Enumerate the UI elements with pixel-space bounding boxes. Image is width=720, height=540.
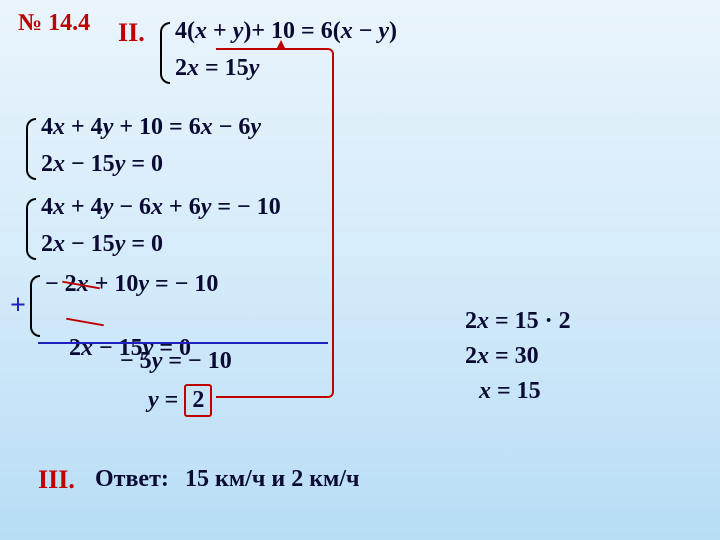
y-result-box: 2 [184, 384, 212, 417]
answer-label: Ответ: [95, 466, 169, 493]
section-2-label: II. [118, 18, 145, 48]
brace-2 [26, 118, 36, 180]
brace-1 [160, 22, 170, 84]
section-3-label: III. [38, 465, 75, 495]
sys1-eq1: 4(x + y)+ 10 = 6(x − y) [175, 18, 397, 45]
brace-3 [26, 198, 36, 260]
x-calc-3: x = 15 [479, 378, 541, 405]
plus-icon: + [10, 290, 26, 322]
brace-4 [30, 275, 40, 337]
sys2-eq2: 2x − 15y = 0 [41, 151, 163, 178]
x-calc-2: 2x = 30 [465, 343, 539, 370]
connector-arrow-icon [276, 40, 286, 50]
problem-number: № 14.4 [18, 10, 90, 37]
connector-line [216, 48, 334, 398]
y-result: y = 2 [148, 384, 212, 417]
sys4-eq1: − 2x + 10y = − 10 [45, 271, 218, 298]
sum-line: − 5y = − 10 [120, 348, 232, 375]
sys3-eq2: 2x − 15y = 0 [41, 231, 163, 258]
x-calc-1: 2x = 15 · 2 [465, 308, 571, 335]
answer-text: 15 км/ч и 2 км/ч [185, 466, 360, 493]
